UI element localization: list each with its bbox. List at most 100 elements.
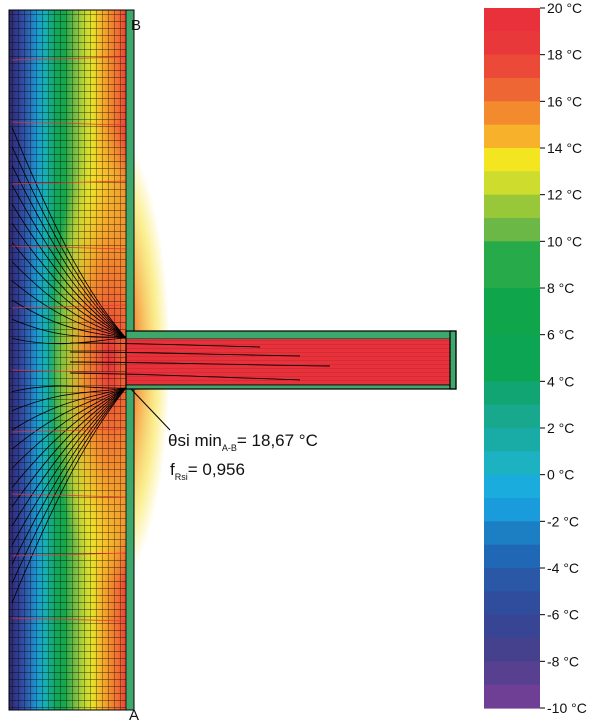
legend-band — [484, 381, 540, 406]
legend-label: 0 °C — [547, 467, 574, 483]
legend-label: 18 °C — [547, 47, 582, 63]
isotherm-line — [11, 493, 127, 498]
legend-band — [484, 148, 540, 172]
isotherm-line — [11, 121, 127, 126]
legend-band — [484, 31, 540, 56]
wall-section — [8, 9, 170, 711]
flux-line — [11, 387, 127, 431]
flux-line — [11, 242, 127, 339]
legend-band — [484, 521, 540, 546]
flux-line — [11, 280, 127, 339]
temperature-annotation: θsi minA-B= 18,67 °C fRsi= 0,956 — [130, 388, 318, 482]
isotherm-line — [11, 304, 127, 309]
flux-line — [11, 318, 127, 339]
flux-line — [11, 385, 127, 392]
flux-line — [11, 299, 127, 339]
legend-label: 8 °C — [547, 280, 574, 296]
legend-band — [484, 8, 540, 32]
legend-band — [484, 638, 540, 662]
legend-band — [484, 124, 540, 149]
legend-band — [484, 614, 540, 639]
legend-band — [484, 241, 540, 289]
theta-symbol: θ — [168, 431, 177, 450]
flux-line — [11, 387, 127, 584]
flux-line — [11, 387, 127, 469]
flux-line — [11, 387, 127, 412]
point-a-label: A — [129, 707, 139, 722]
legend-label: 6 °C — [547, 327, 574, 343]
flux-line — [11, 387, 127, 488]
isotherm-line — [11, 369, 127, 374]
isotherm-line — [11, 428, 127, 433]
isotherm-line — [11, 180, 127, 185]
flux-line — [11, 184, 127, 339]
legend-label: 12 °C — [547, 187, 582, 203]
theta-min-text: θsi minA-B= 18,67 °C — [168, 431, 318, 453]
legend-band — [484, 474, 540, 499]
color-scale-legend: 20 °C 18 °C 16 °C 14 °C 12 °C 10 °C 8 °C 6 °C 4 … — [484, 0, 587, 716]
legend-label: 20 °C — [547, 0, 582, 16]
legend-label: 2 °C — [547, 420, 574, 436]
legend-band — [484, 661, 540, 686]
isotherm-line — [11, 617, 127, 622]
flux-line — [11, 387, 127, 527]
f-value: = 0,956 — [188, 460, 245, 479]
flux-line — [11, 387, 127, 565]
slab-surface-bottom — [125, 384, 457, 390]
slab-end — [449, 330, 457, 390]
legend-band — [484, 101, 540, 126]
flux-line — [11, 127, 127, 339]
legend-band — [484, 428, 540, 452]
legend-band — [484, 544, 540, 569]
slab-outline — [125, 330, 457, 390]
legend-label: -6 °C — [547, 607, 579, 623]
isotherm-lines — [11, 56, 127, 622]
floor-slab — [69, 330, 457, 390]
legend-band — [484, 194, 540, 219]
flux-line — [11, 165, 127, 339]
legend-band — [484, 404, 540, 429]
slab-flow-lines — [126, 339, 454, 385]
legend-label: -8 °C — [547, 653, 579, 669]
legend-band — [484, 591, 540, 616]
legend-label: -2 °C — [547, 513, 579, 529]
point-b-label: B — [131, 17, 141, 34]
flux-line — [11, 387, 127, 546]
legend-band — [484, 451, 540, 476]
isotherm-line — [11, 245, 127, 250]
flux-line — [11, 261, 127, 339]
flux-line — [11, 387, 127, 450]
legend-band — [484, 218, 540, 242]
legend-band — [484, 288, 540, 336]
f-symbol: f — [170, 460, 175, 479]
flux-line — [11, 387, 127, 508]
legend-label: 10 °C — [547, 233, 582, 249]
theta-value: = 18,67 °C — [237, 431, 318, 450]
flux-line — [11, 203, 127, 339]
annotation-leader-line — [130, 388, 171, 431]
legend-label: -4 °C — [547, 560, 579, 576]
slab-surface-top — [125, 330, 457, 340]
theta-label: si min — [177, 431, 221, 450]
legend-label: 4 °C — [547, 373, 574, 389]
f-rsi-text: fRsi= 0,956 — [170, 460, 245, 482]
flux-line — [11, 222, 127, 339]
legend-label: 16 °C — [547, 93, 582, 109]
flux-line — [11, 387, 127, 603]
legend-band — [484, 684, 540, 709]
legend-band — [484, 78, 540, 102]
theta-subscript: A-B — [222, 443, 237, 453]
legend-label: -10 °C — [547, 700, 587, 716]
legend-band — [484, 568, 540, 592]
slab-core-flow — [69, 342, 331, 381]
legend-label: 14 °C — [547, 140, 582, 156]
legend-band — [484, 334, 540, 382]
isotherm-line — [11, 552, 127, 557]
legend-band — [484, 171, 540, 196]
legend-band — [484, 54, 540, 79]
legend-band — [484, 498, 540, 522]
isotherm-line — [11, 56, 127, 61]
wall-mesh-grid — [9, 10, 129, 710]
f-subscript: Rsi — [175, 472, 188, 482]
